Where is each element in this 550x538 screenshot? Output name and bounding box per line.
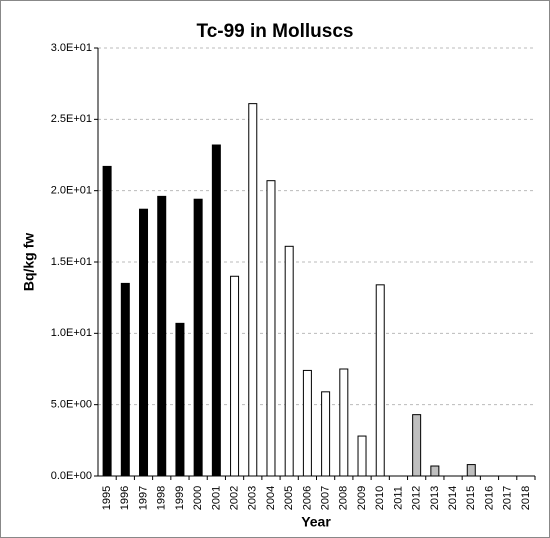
bar: [248, 103, 258, 477]
bar: [266, 180, 276, 477]
bar: [466, 464, 476, 477]
y-tick-label: 5.0E+00: [51, 399, 92, 411]
bar: [284, 245, 294, 477]
y-tick-label: 1.0E+01: [51, 327, 92, 339]
x-tick-label: 1999: [174, 486, 186, 510]
x-tick-label: 2009: [356, 486, 368, 510]
x-tick-label: 2012: [411, 486, 423, 510]
bar: [339, 368, 349, 477]
bar: [230, 275, 240, 477]
bar: [211, 144, 221, 477]
x-tick-label: 1997: [137, 486, 149, 510]
x-tick-label: 1998: [156, 486, 168, 510]
bar: [412, 414, 422, 477]
x-tick-label: 2016: [483, 486, 495, 510]
x-tick-label: 2018: [520, 486, 532, 510]
bar: [102, 165, 112, 477]
y-tick-label: 2.5E+01: [51, 113, 92, 125]
bar: [120, 282, 130, 477]
y-tick-label: 3.0E+01: [51, 42, 92, 54]
x-tick-label: 2011: [392, 486, 404, 510]
y-axis-label: Bq/kg fw: [21, 233, 37, 291]
bar: [175, 322, 185, 477]
y-tick-label: 2.0E+01: [51, 185, 92, 197]
x-tick-label: 2013: [429, 486, 441, 510]
x-tick-label: 2015: [465, 486, 477, 510]
x-tick-label: 2007: [320, 486, 332, 510]
bar: [139, 208, 149, 477]
bar: [375, 284, 385, 477]
chart-title: Tc-99 in Molluscs: [197, 21, 354, 42]
bar: [157, 195, 167, 477]
x-tick-label: 2006: [301, 486, 313, 510]
x-tick-label: 2005: [283, 486, 295, 510]
x-tick-label: 1995: [101, 486, 113, 510]
x-tick-label: 2003: [247, 486, 259, 510]
x-tick-label: 2000: [192, 486, 204, 510]
x-axis-label: Year: [301, 514, 331, 530]
x-tick-label: 2010: [374, 486, 386, 510]
bar: [302, 369, 312, 477]
x-tick-label: 2004: [265, 486, 277, 510]
bar: [193, 198, 203, 477]
x-tick-label: 2017: [502, 486, 514, 510]
bar: [430, 465, 440, 477]
x-tick-label: 2001: [210, 486, 222, 510]
x-tick-label: 2002: [228, 486, 240, 510]
bar: [321, 391, 331, 477]
y-tick-label: 0.0E+00: [51, 470, 92, 482]
x-tick-label: 1996: [119, 486, 131, 510]
x-tick-label: 2008: [338, 486, 350, 510]
y-tick-label: 1.5E+01: [51, 256, 92, 268]
bar: [357, 435, 367, 477]
x-tick-label: 2014: [447, 486, 459, 510]
